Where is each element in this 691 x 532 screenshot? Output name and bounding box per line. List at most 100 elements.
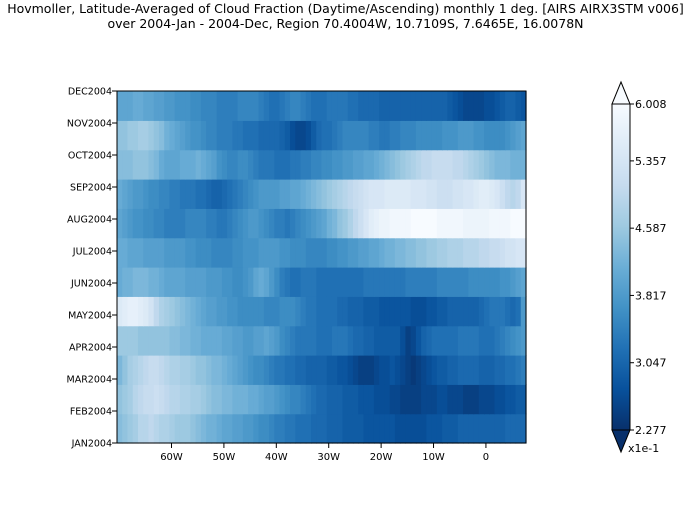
y-tick-label: DEC2004	[68, 87, 112, 98]
heatmap-cell	[321, 413, 328, 444]
heatmap-cell	[352, 296, 359, 327]
heatmap-cell	[117, 296, 123, 327]
heatmap-cell	[143, 208, 150, 239]
heatmap-cell	[190, 91, 197, 121]
heatmap-cell	[505, 179, 511, 209]
heatmap-cell	[258, 384, 265, 415]
heatmap-cell	[295, 296, 302, 327]
heatmap-cell	[143, 179, 150, 209]
heatmap-cell	[358, 355, 365, 385]
heatmap-cell	[242, 179, 249, 209]
heatmap-cell	[284, 208, 291, 239]
heatmap-cell	[284, 120, 291, 151]
heatmap-cell	[148, 120, 155, 151]
heatmap-cell	[143, 355, 150, 385]
heatmap-cell	[410, 120, 417, 151]
heatmap-cell	[290, 325, 296, 356]
heatmap-cell	[326, 91, 333, 121]
heatmap-cell	[473, 384, 480, 415]
heatmap-cell	[494, 296, 501, 327]
heatmap-cell	[200, 120, 207, 151]
heatmap-cell	[436, 179, 443, 209]
heatmap-cell	[505, 413, 511, 444]
y-tick-label: AUG2004	[67, 215, 112, 226]
heatmap-cell	[211, 120, 218, 151]
heatmap-cell	[515, 91, 522, 121]
heatmap-cell	[221, 120, 228, 151]
heatmap-cell	[206, 355, 212, 385]
heatmap-cell	[274, 267, 281, 297]
heatmap-cell	[148, 91, 155, 121]
heatmap-cell	[463, 179, 469, 209]
heatmap-cell	[405, 325, 412, 356]
heatmap-cell	[143, 120, 150, 151]
heatmap-cell	[290, 296, 296, 327]
heatmap-cell	[342, 179, 349, 209]
heatmap-cell	[484, 208, 490, 239]
heatmap-cell	[279, 325, 286, 356]
heatmap-cell	[347, 237, 354, 268]
heatmap-cell	[174, 384, 181, 415]
heatmap-cell	[284, 296, 291, 327]
heatmap-cell	[279, 384, 286, 415]
heatmap-cell	[263, 208, 270, 239]
heatmap-cell	[426, 208, 433, 239]
heatmap-cell	[221, 208, 228, 239]
heatmap-cell	[478, 91, 485, 121]
heatmap-cell	[331, 267, 338, 297]
heatmap-cell	[415, 179, 422, 209]
heatmap-cell	[447, 149, 454, 180]
heatmap-cell	[221, 267, 228, 297]
heatmap-cell	[321, 355, 328, 385]
heatmap-cell	[211, 413, 218, 444]
heatmap-cell	[520, 91, 527, 121]
heatmap-cell	[342, 208, 349, 239]
heatmap-cell	[421, 325, 427, 356]
heatmap-cell	[242, 208, 249, 239]
heatmap-cell	[384, 149, 391, 180]
heatmap-cell	[468, 413, 475, 444]
heatmap-cell	[169, 267, 176, 297]
heatmap-cell	[394, 325, 401, 356]
heatmap-cell	[122, 208, 129, 239]
heatmap-cell	[484, 413, 490, 444]
heatmap-cell	[122, 120, 129, 151]
heatmap-cell	[143, 384, 150, 415]
heatmap-cell	[179, 120, 186, 151]
heatmap-cell	[352, 413, 359, 444]
heatmap-cell	[494, 208, 501, 239]
heatmap-cell	[305, 149, 312, 180]
heatmap-cell	[311, 179, 317, 209]
heatmap-cell	[122, 179, 129, 209]
heatmap-cell	[227, 267, 233, 297]
heatmap-cell	[415, 208, 422, 239]
heatmap-cell	[394, 208, 401, 239]
heatmap-cell	[232, 208, 239, 239]
heatmap-cell	[337, 179, 344, 209]
heatmap-cell	[284, 413, 291, 444]
heatmap-cell	[143, 267, 150, 297]
heatmap-cell	[452, 355, 459, 385]
colorbar-tick-label: 5.357	[635, 155, 667, 168]
heatmap-cell	[305, 179, 312, 209]
heatmap-cell	[274, 149, 281, 180]
heatmap-cell	[269, 237, 275, 268]
heatmap-cell	[447, 208, 454, 239]
heatmap-cell	[158, 325, 165, 356]
colorbar-tick-label: 3.047	[635, 357, 667, 370]
heatmap-cell	[358, 237, 365, 268]
heatmap-cell	[300, 267, 307, 297]
heatmap-cell	[442, 296, 448, 327]
heatmap-cell	[137, 91, 144, 121]
heatmap-cell	[284, 179, 291, 209]
x-axis: 60W 50W 40W 30W 20W 10W 0	[160, 443, 489, 463]
heatmap-cell	[206, 91, 212, 121]
heatmap-cell	[227, 384, 233, 415]
heatmap-cell	[263, 325, 270, 356]
x-tick-label: 20W	[370, 452, 393, 463]
heatmap-cell	[368, 384, 375, 415]
heatmap-cell	[269, 267, 275, 297]
heatmap-cell	[452, 384, 459, 415]
heatmap-cell	[227, 355, 233, 385]
heatmap-cell	[384, 237, 391, 268]
